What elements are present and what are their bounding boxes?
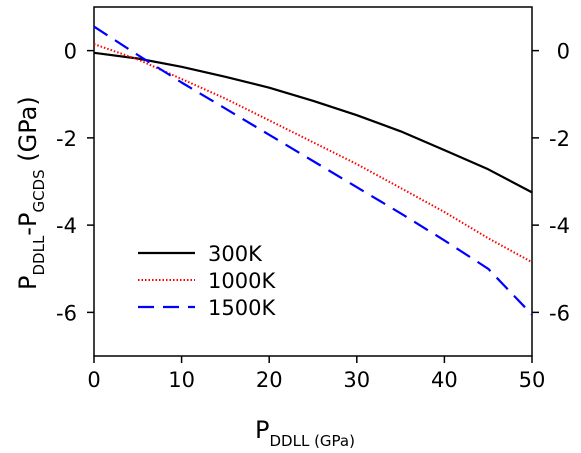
y-axis-label-p1: P: [14, 276, 42, 290]
series-line-1500K: [93, 25, 533, 316]
series-line-1000K: [93, 43, 533, 264]
legend-label: 1500K: [208, 296, 276, 320]
y-tick-label-right: -4: [549, 214, 570, 238]
x-tick-label: 0: [87, 368, 100, 392]
legend: 300K 1000K 1500K: [138, 242, 276, 320]
y-axis-label-unit: (GPa): [14, 96, 42, 169]
x-axis-ticks: 0 10 20 30 40 50: [87, 356, 545, 392]
x-axis-label: PDDLL (GPa): [255, 416, 355, 450]
y-axis-label-p2: -P: [14, 213, 42, 236]
legend-label: 300K: [208, 242, 263, 266]
y-axis-label-sub2: GCDS: [30, 169, 48, 212]
legend-label: 1000K: [208, 269, 276, 293]
x-tick-label: 20: [256, 368, 283, 392]
y-axis-ticks: 0 0 -2 -2 -4 -4 -6 -6: [56, 40, 570, 326]
series-lines: [93, 25, 533, 316]
y-tick-label-left: -2: [56, 127, 77, 151]
y-tick-label-right: -6: [549, 301, 570, 325]
y-tick-label-left: -4: [56, 214, 77, 238]
x-tick-label: 30: [343, 368, 370, 392]
y-tick-label-left: -6: [56, 301, 77, 325]
plot-frame: [93, 6, 533, 357]
x-axis-label-main: P: [255, 416, 269, 444]
y-tick-label-right: 0: [557, 40, 570, 64]
x-axis-label-sub: DDLL (GPa): [269, 432, 354, 450]
series-line-300K: [93, 51, 533, 194]
y-tick-label-left: 0: [64, 40, 77, 64]
y-axis-label: PDDLL-PGCDS (GPa): [14, 96, 48, 290]
y-axis-label-sub1: DDLL: [30, 235, 48, 275]
y-tick-label-right: -2: [549, 127, 570, 151]
x-tick-label: 40: [431, 368, 458, 392]
x-tick-label: 50: [519, 368, 546, 392]
x-tick-label: 10: [168, 368, 195, 392]
